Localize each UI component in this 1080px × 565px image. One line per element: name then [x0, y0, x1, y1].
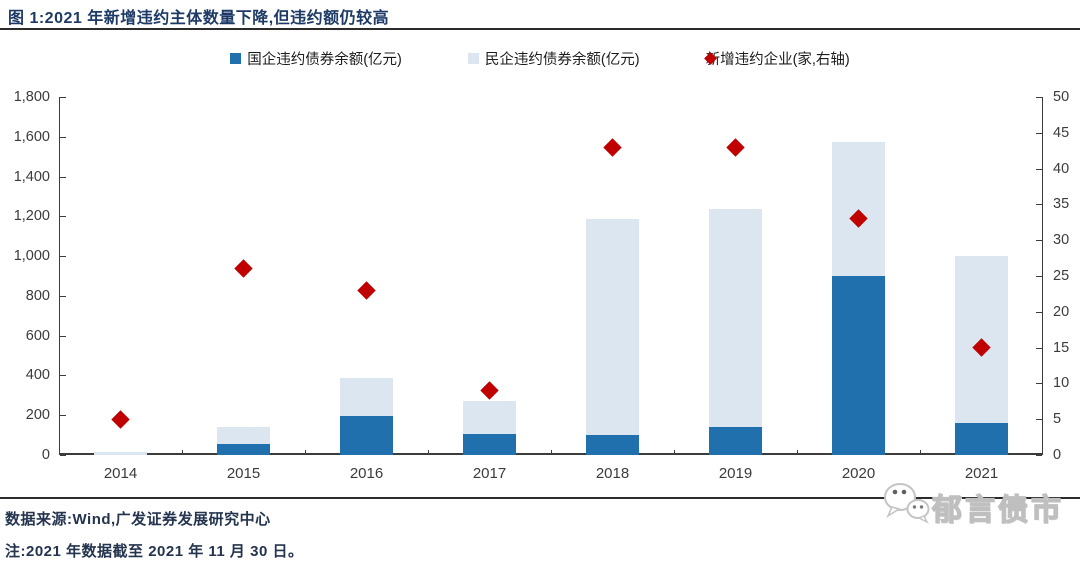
- bar-segment-soe: [340, 416, 393, 455]
- right-axis-tick-label: 30: [1053, 232, 1070, 249]
- left-axis-tick: [60, 97, 66, 98]
- x-axis-label: 2021: [964, 465, 999, 482]
- left-axis-tick: [60, 415, 66, 417]
- right-axis-tick-label: 25: [1053, 268, 1070, 284]
- right-axis-tick-label: 15: [1053, 339, 1070, 356]
- left-axis-tick: [60, 335, 66, 337]
- left-axis-tick: [60, 216, 66, 218]
- bar-segment-poe: [463, 401, 516, 435]
- right-axis-tick: [1036, 132, 1042, 134]
- left-axis-tick-label: 1,600: [13, 128, 50, 145]
- left-axis-tick-label: 600: [25, 327, 50, 344]
- right-axis-tick-label: 40: [1053, 160, 1070, 177]
- title-separator-line: [0, 28, 1080, 30]
- legend-item-new-defaulters: 新增违约企业(家,右轴): [703, 48, 850, 69]
- footer-separator-line: [0, 497, 1080, 499]
- right-axis-tick: [1036, 455, 1042, 456]
- right-axis-tick-label: 5: [1053, 411, 1062, 428]
- legend-item-poe: 民企违约债券余额(亿元): [467, 48, 640, 69]
- right-axis-tick-label: 20: [1053, 303, 1070, 320]
- bar-segment-soe: [217, 444, 270, 455]
- bar-segment-poe: [709, 209, 762, 428]
- bar-segment-poe: [340, 378, 393, 417]
- left-axis-tick-label: 200: [25, 407, 50, 424]
- bar-segment-poe: [586, 219, 639, 436]
- right-axis-tick: [1036, 168, 1042, 170]
- legend-item-soe: 国企违约债券余额(亿元): [230, 48, 402, 69]
- left-axis-tick: [60, 455, 66, 456]
- right-axis-tick-label: 35: [1053, 196, 1070, 213]
- left-axis-tick: [60, 136, 66, 138]
- left-axis-tick: [60, 256, 66, 258]
- left-axis-tick: [60, 295, 66, 297]
- bar-segment-soe: [955, 423, 1008, 455]
- wechat-watermark-logo: 郁言债市: [882, 480, 1064, 533]
- poe-square-marker-icon: [467, 53, 479, 64]
- bar-segment-soe: [832, 276, 885, 455]
- x-axis-tick: [797, 450, 798, 455]
- left-axis-tick: [60, 375, 66, 377]
- legend-label: 国企违约债券余额(亿元): [247, 52, 402, 68]
- bar-segment-poe: [832, 141, 885, 276]
- data-cutoff-note: 注:2021 年数据截至 2021 年 11 月 30 日。: [5, 543, 304, 560]
- left-axis-tick-label: 800: [25, 287, 50, 304]
- soe-square-marker-icon: [230, 53, 242, 64]
- right-axis-tick: [1036, 347, 1042, 349]
- bar-segment-soe: [463, 434, 516, 455]
- x-axis-label: 2015: [226, 465, 261, 482]
- x-axis-label: 2017: [472, 465, 507, 482]
- plot-area-border: [59, 97, 1043, 455]
- left-axis-tick: [60, 176, 66, 178]
- left-axis-tick-label: 400: [25, 367, 50, 384]
- left-axis-tick-label: 1,800: [13, 89, 50, 105]
- logo-text: 郁言债市: [931, 493, 1064, 527]
- right-axis-tick: [1036, 311, 1042, 313]
- legend-label: 新增违约企业(家,右轴): [705, 52, 850, 68]
- right-axis-tick-label: 45: [1053, 124, 1070, 141]
- x-axis-tick: [551, 450, 552, 455]
- right-axis-tick: [1036, 383, 1042, 385]
- right-axis-tick: [1036, 97, 1042, 98]
- x-axis-label: 2020: [841, 465, 876, 482]
- chart-title: 图 1:2021 年新增违约主体数量下降,但违约额仍较高: [8, 10, 390, 27]
- left-axis-tick-label: 0: [41, 447, 50, 463]
- right-axis-tick-label: 50: [1053, 89, 1070, 105]
- right-axis-tick: [1036, 240, 1042, 242]
- x-axis-tick: [428, 450, 429, 455]
- x-axis-label: 2016: [349, 465, 384, 482]
- data-source-note: 数据来源:Wind,广发证券发展研究中心: [5, 511, 271, 528]
- x-axis-tick: [305, 450, 306, 455]
- bar-segment-poe: [94, 452, 147, 455]
- right-axis-tick: [1036, 419, 1042, 421]
- bar-segment-soe: [586, 435, 639, 455]
- left-axis-tick-label: 1,200: [13, 208, 50, 225]
- x-axis-tick: [674, 450, 675, 455]
- bar-segment-soe: [709, 427, 762, 455]
- wechat-icon: [882, 480, 932, 533]
- x-axis-tick: [182, 450, 183, 455]
- right-axis-tick: [1036, 276, 1042, 277]
- right-axis-tick-label: 10: [1053, 375, 1070, 392]
- x-axis-label: 2014: [103, 465, 138, 482]
- x-axis-label: 2018: [595, 465, 630, 482]
- chart-legend: 国企违约债券余额(亿元) 民企违约债券余额(亿元) 新增违约企业(家,右轴): [0, 48, 1080, 69]
- x-axis-tick: [920, 450, 921, 455]
- right-axis-tick: [1036, 204, 1042, 206]
- left-axis-tick-label: 1,000: [13, 248, 50, 265]
- x-axis-label: 2019: [718, 465, 753, 482]
- right-axis-tick-label: 0: [1053, 447, 1062, 463]
- legend-label: 民企违约债券余额(亿元): [484, 52, 640, 68]
- left-axis-tick-label: 1,400: [13, 168, 50, 185]
- bar-segment-poe: [217, 427, 270, 445]
